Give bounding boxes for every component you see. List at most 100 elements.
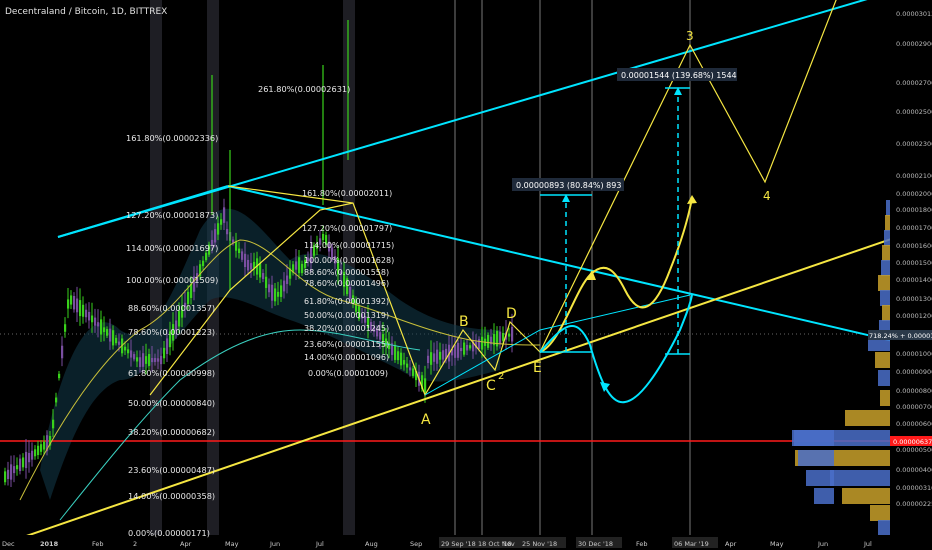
measure-2-label: 0.00001544 (139.68%) 1544 (621, 71, 737, 80)
candle-body (493, 334, 496, 346)
volume-profile-bar (880, 390, 890, 406)
candle-body (454, 344, 457, 358)
candle-body (241, 251, 244, 260)
candle-body (19, 458, 22, 472)
candle-body (421, 375, 424, 389)
candle-body (31, 450, 34, 460)
candle-body (457, 343, 460, 358)
candle-body (325, 235, 328, 245)
time-tick-box (520, 537, 566, 548)
candle-body (151, 357, 154, 363)
price-tick-label: 0.00002000 (896, 190, 932, 198)
wave-lead-path (149, 202, 354, 396)
candle-body (79, 300, 82, 317)
candle-body (103, 327, 106, 333)
candle-body (463, 342, 466, 355)
candle-body (46, 435, 49, 452)
price-tick-label: 0.00000700 (896, 403, 932, 411)
candle-body (232, 239, 235, 243)
price-tick-label: 0.00001500 (896, 259, 932, 267)
candle-body (406, 363, 409, 368)
volume-profile-bar (880, 290, 890, 306)
candle-body (319, 238, 322, 245)
time-tick-label: Sep (410, 540, 422, 548)
projection-yellow (539, 197, 693, 353)
candle-body (94, 317, 97, 326)
candle-body (433, 353, 436, 362)
candle-body (475, 341, 478, 349)
uptrend-line (0, 224, 932, 546)
candle-body (481, 336, 484, 350)
candle-body (73, 295, 76, 310)
price-tick-label: 0.00002300 (896, 140, 932, 148)
fib-right-labels: 161.80%(0.00002011) 127.20%(0.00001797) 11… (302, 189, 394, 378)
candle-body (124, 346, 127, 351)
candle-body (313, 245, 316, 256)
fib-left-label: 161.80%(0.00002336) (126, 133, 218, 143)
candle-body (97, 322, 100, 327)
volume-profile-bar (794, 430, 834, 446)
time-tick-label: Dec (2, 540, 15, 548)
candle-body (295, 261, 298, 270)
candle-body (301, 263, 304, 274)
volume-profile-bar (885, 215, 890, 231)
price-axis-labels: 0.00003013 0.00002900 0.00002700 0.00002500… (896, 10, 932, 508)
fib-left-label: 88.60%(0.00001357) (128, 303, 215, 313)
fib-right-label: 23.60%(0.00001155) (304, 340, 389, 349)
time-tick-label: May (225, 540, 239, 548)
wave-label-e: E (533, 360, 542, 376)
price-tick-label: 0.00001200 (896, 312, 932, 320)
candle-body (442, 350, 445, 360)
fib-left-label: 14.00%(0.00000358) (128, 491, 215, 501)
candle-body (397, 351, 400, 361)
fib-left-label: 127.20%(0.00001873) (126, 210, 218, 220)
candle-body (370, 322, 373, 330)
wave-labels: A B C 2 D E 3 4 (421, 29, 771, 428)
candle-body (478, 339, 481, 350)
fib-right-label: 38.20%(0.00001245) (304, 324, 389, 333)
fib-right-label: 161.80%(0.00002011) (302, 189, 392, 198)
candle-body (361, 313, 364, 319)
volume-profile-bar (845, 410, 890, 426)
candle-body (25, 451, 28, 469)
candle-body (379, 332, 382, 340)
candle-body (451, 349, 454, 356)
candle-body (163, 347, 166, 359)
candle-body (43, 441, 46, 450)
price-tick-label: 0.00001000 (896, 350, 932, 358)
candle-body (427, 355, 430, 364)
candle-body (343, 272, 346, 288)
candle-body (511, 326, 514, 342)
candle-body (172, 324, 175, 341)
candle-body (157, 358, 160, 362)
measure-2-arrow (674, 87, 682, 95)
fib-left-labels: 261.80%(0.00002631) 161.80%(0.00002336) 12… (126, 84, 350, 538)
candle-body (22, 457, 25, 468)
fib-left-label: 61.80%(0.00000998) (128, 368, 215, 378)
candle-body (82, 304, 85, 317)
volume-profile-bar (882, 245, 890, 261)
candle-body (52, 419, 55, 429)
volume-profile-bar (870, 505, 890, 521)
candle-body (394, 344, 397, 360)
candle-body (346, 278, 349, 295)
candle-body (112, 330, 115, 346)
volume-profile-bar (884, 230, 890, 246)
price-axis (890, 0, 932, 550)
volume-profile-bar (878, 520, 890, 536)
candle-body (142, 353, 145, 367)
price-tick-label: 0.00000400 (896, 466, 932, 474)
candle-body (127, 349, 130, 354)
fib-right-label: 100.00%(0.00001628) (304, 256, 394, 265)
volume-profile-bar (879, 320, 890, 336)
time-tick-label: Apr (725, 540, 737, 548)
candle-body (145, 356, 148, 364)
fib-right-label: 78.60%(0.00001496) (304, 279, 389, 288)
candle-body (133, 354, 136, 360)
candle-body (274, 288, 277, 302)
price-tick-label: 0.00001700 (896, 224, 932, 232)
candle-body (280, 285, 283, 297)
time-tick-label: 18 Oct '18 (478, 540, 512, 548)
